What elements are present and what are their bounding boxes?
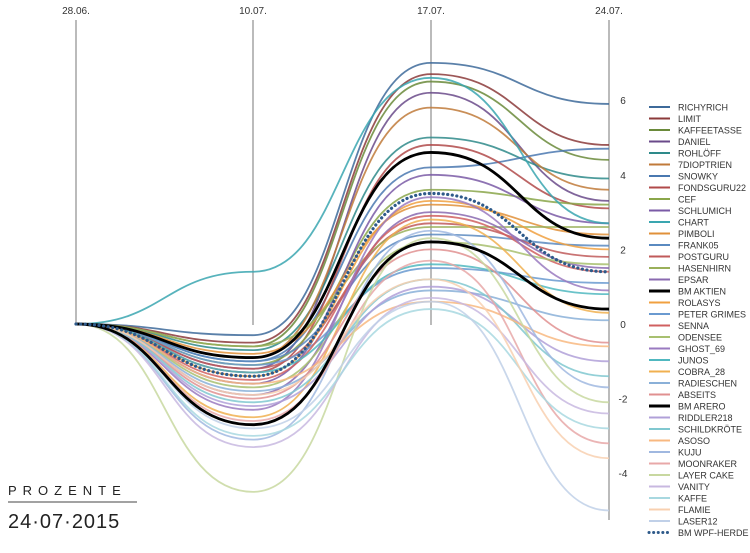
axes-group: 28.06. 10.07. 17.07. 24.07. 6 4 2 0 -2 -4 [62,6,628,520]
legend-label: RICHYRICH [678,102,728,112]
y-tick-label: 4 [620,171,626,182]
legend-label: KUJU [678,447,702,457]
y-tick-label: 2 [620,245,626,256]
series-line-bm-wpf-herde [74,191,611,378]
legend-label: BM AKTIEN [678,286,726,296]
legend-label: LAYER CAKE [678,470,734,480]
legend-label: ROHLÖFF [678,148,722,158]
legend-label: HASENHIRN [678,263,731,273]
legend-label: EPSAR [678,275,709,285]
legend-label: JUNOS [678,355,709,365]
series-line-pimboli [75,203,610,355]
legend-label: PETER GRIMES [678,309,746,319]
series-line-7dioptrien [75,106,610,359]
legend-label: KAFFE [678,493,707,503]
legend-label: DANIEL [678,137,711,147]
y-tick-label: -2 [619,395,628,406]
series-line-chart [75,76,610,325]
series-lines [74,61,611,512]
legend-label: LASER12 [678,516,718,526]
y-tick-label: -4 [619,469,628,480]
legend-label: COBRA_28 [678,367,725,377]
legend-label: POSTGURU [678,252,729,262]
legend-label: FONDSGURU22 [678,183,746,193]
legend-label: FLAMIE [678,505,711,515]
legend-label: GHOST_69 [678,344,725,354]
legend-label: LIMIT [678,114,702,124]
series-line-ghost-69 [75,196,610,411]
series-line-limit [75,73,610,344]
y-tick-label: 0 [620,320,626,331]
series-line-riddler218 [75,285,610,407]
x-tick-label: 24.07. [595,6,623,17]
series-line-junos [75,263,610,374]
x-tick-label: 17.07. [417,6,445,17]
legend-label: SCHILDKRÖTE [678,424,742,434]
legend-label: ABSEITS [678,390,716,400]
legend-label: KAFFEETASSE [678,125,742,135]
series-line-flamie [75,278,610,460]
series-line-bm-arero [75,240,610,427]
series-line-kaffeetasse [75,80,610,348]
legend-label: SNOWKY [678,171,718,181]
legend-label: CEF [678,194,697,204]
series-line-rolasys [75,200,610,378]
legend-label: BM WPF-HERDE [678,528,749,538]
legend-label: 7DIOPTRIEN [678,160,732,170]
legend-label: BM ARERO [678,401,726,411]
legend-label: SENNA [678,321,709,331]
legend-label: MOONRAKER [678,459,738,469]
y-tick-label: 6 [620,96,626,107]
series-line-richyrich [75,61,610,337]
x-tick-label: 10.07. [239,6,267,17]
legend-label: SCHLUMICH [678,206,732,216]
legend-label: VANITY [678,482,710,492]
legend-label: CHART [678,217,709,227]
legend-label: PIMBOLI [678,229,715,239]
legend-label: ASOSO [678,436,710,446]
series-line-abseits [75,248,610,400]
legend-label: RADIESCHEN [678,378,737,388]
legend-label: ODENSEE [678,332,722,342]
series-line-bm-aktien [75,151,610,359]
legend-label: ROLASYS [678,298,721,308]
legend-label: RIDDLER218 [678,413,733,423]
series-line-cobra-28 [75,218,610,419]
legend-label: FRANK05 [678,240,719,250]
date-caption: 24·07·2015 [8,511,120,533]
x-tick-label: 28.06. [62,6,90,17]
series-line-senna [75,214,610,381]
unit-label: PROZENTE [8,483,127,498]
series-line-rohl-ff [75,136,610,352]
series-line-odensee [75,241,610,389]
